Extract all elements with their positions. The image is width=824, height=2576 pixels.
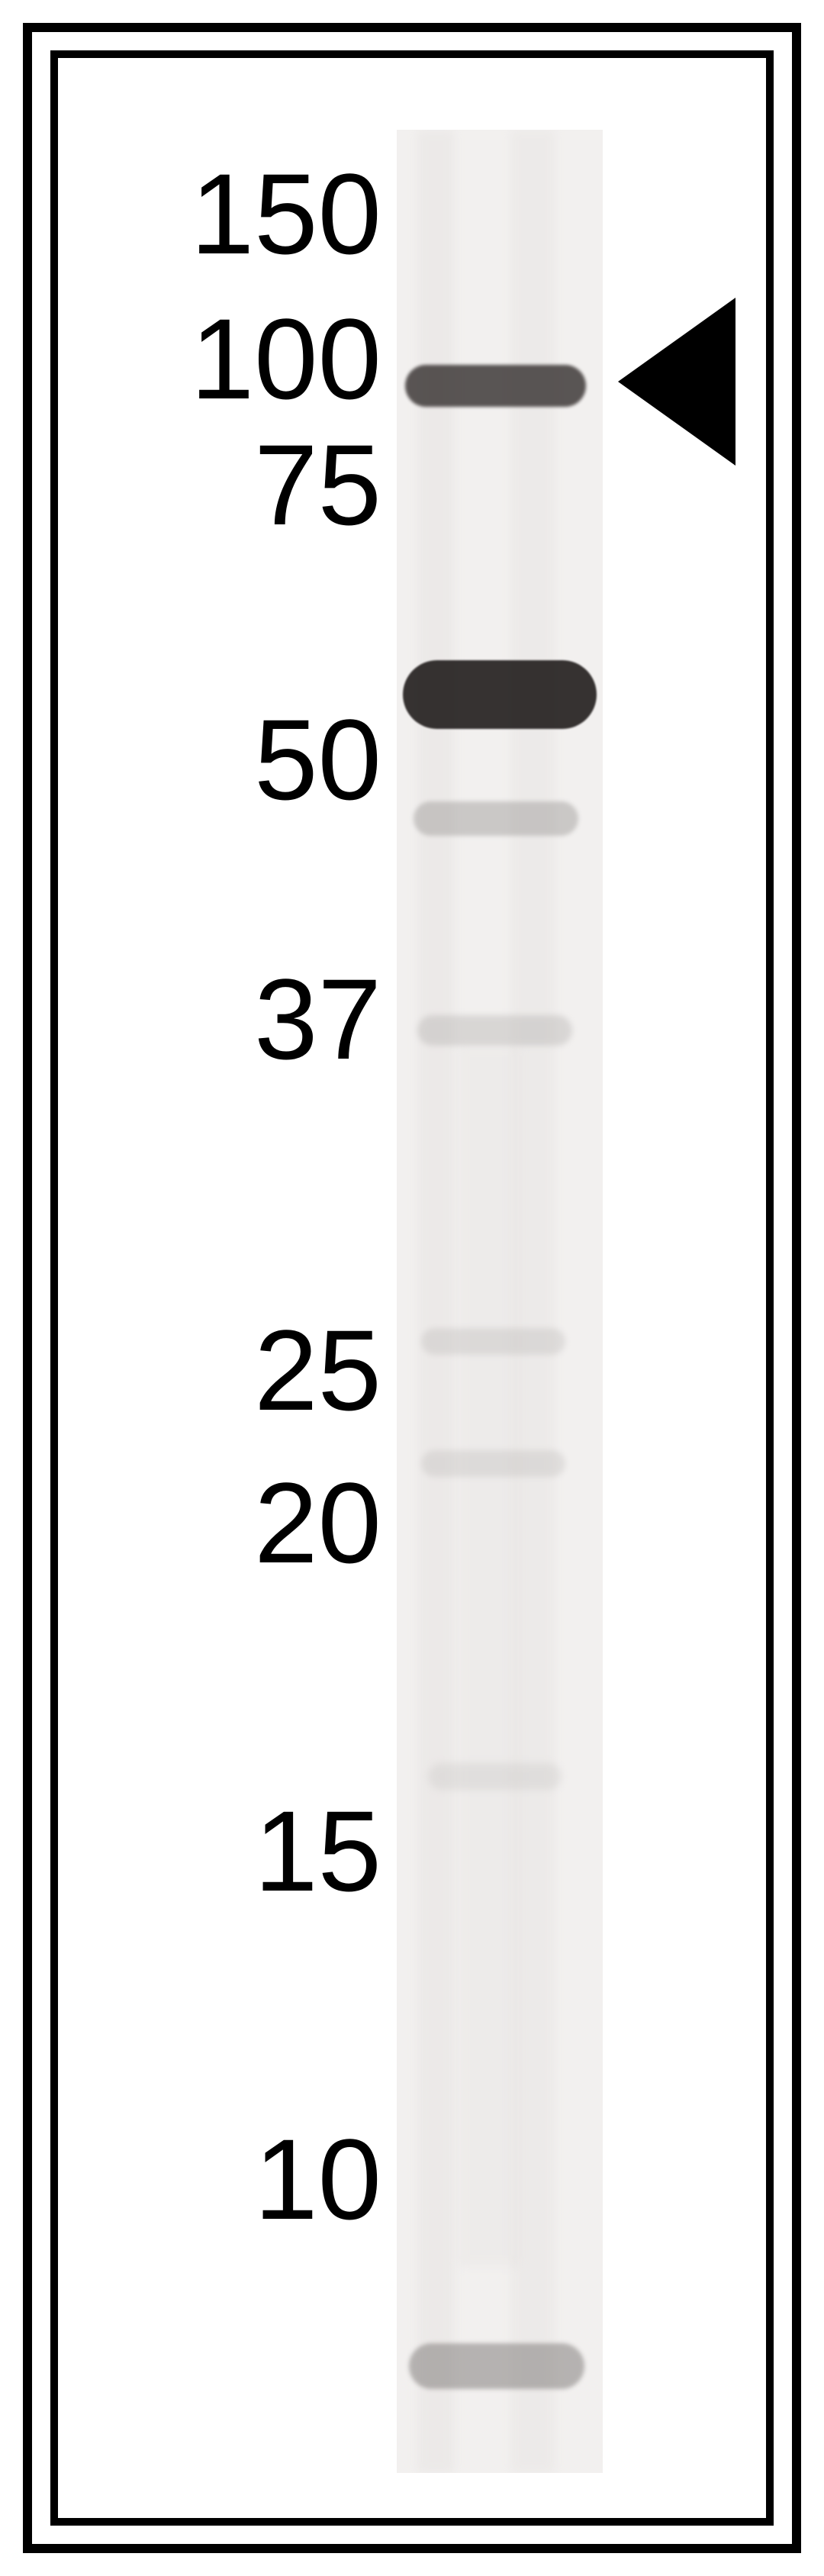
lane-streak xyxy=(417,130,455,2473)
target-band-arrow xyxy=(618,298,735,466)
mw-marker-label: 25 xyxy=(92,1313,381,1427)
mw-marker-label: 50 xyxy=(92,702,381,817)
mw-marker-label: 75 xyxy=(92,427,381,542)
mw-marker-label: 15 xyxy=(92,1794,381,1908)
protein-band xyxy=(403,660,597,729)
protein-band xyxy=(421,1450,565,1477)
protein-band xyxy=(421,1328,565,1355)
lane-streak xyxy=(459,1046,520,2267)
protein-band xyxy=(405,365,587,407)
mw-marker-label: 10 xyxy=(92,2122,381,2236)
mw-marker-label: 100 xyxy=(92,301,381,416)
protein-band xyxy=(428,1763,562,1790)
mw-marker-label: 150 xyxy=(92,156,381,271)
protein-band xyxy=(409,2343,584,2389)
protein-band xyxy=(414,801,578,836)
blot-lane xyxy=(397,130,603,2473)
protein-band xyxy=(417,1015,572,1046)
mw-marker-label: 37 xyxy=(92,962,381,1076)
mw-marker-label: 20 xyxy=(92,1465,381,1580)
